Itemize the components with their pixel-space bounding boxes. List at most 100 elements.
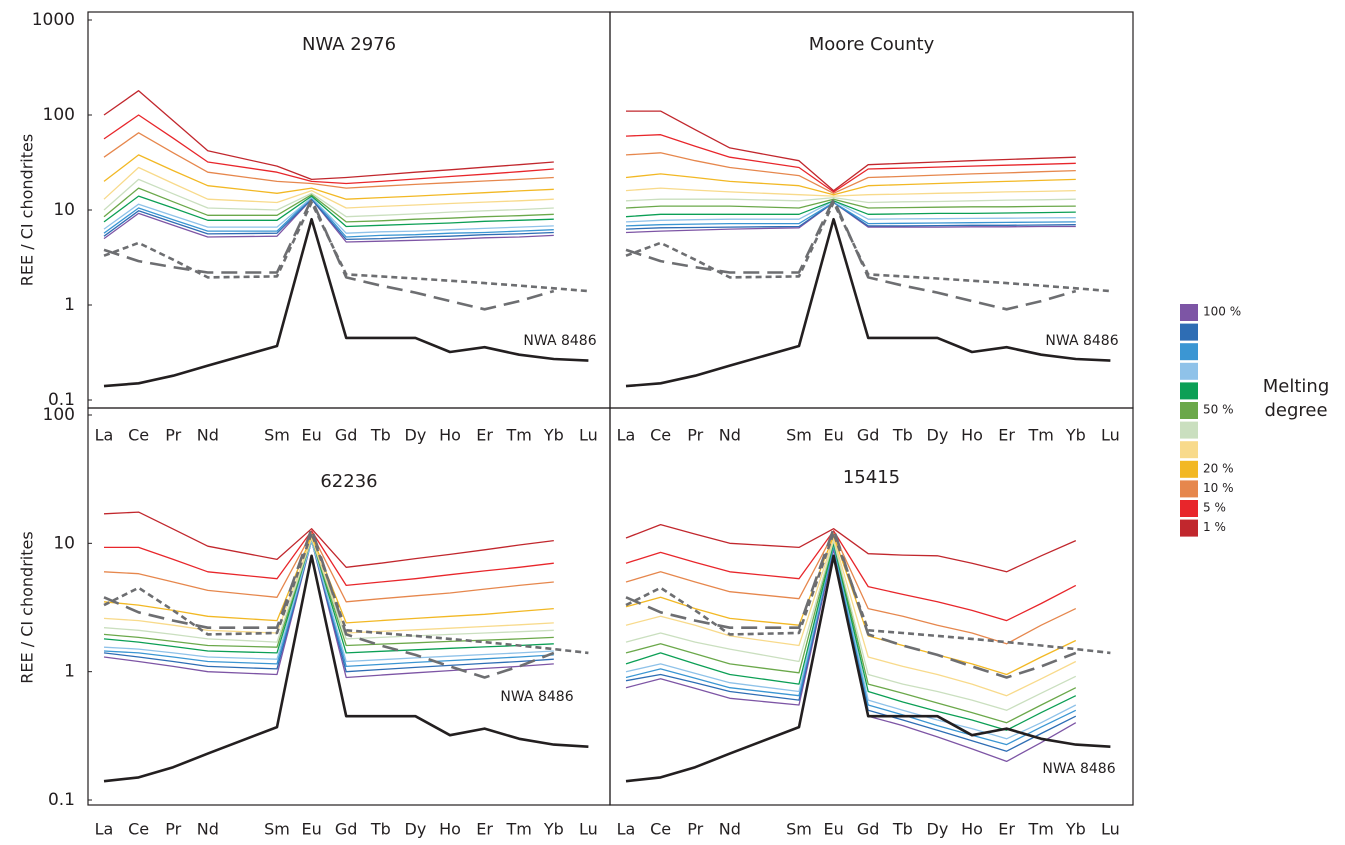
melt-line bbox=[103, 132, 554, 189]
x-tick-label: Lu bbox=[1101, 426, 1120, 445]
melt-line bbox=[103, 539, 554, 673]
x-tick-label: Ho bbox=[961, 820, 983, 839]
x-tick-label: Ho bbox=[439, 426, 461, 445]
legend-title-line: degree bbox=[1264, 400, 1327, 421]
melt-line bbox=[625, 187, 1076, 197]
x-tick-label: Gd bbox=[335, 426, 358, 445]
x-tick-label: Dy bbox=[405, 820, 427, 839]
dashed-line bbox=[103, 197, 555, 311]
x-tick-label: Er bbox=[476, 820, 493, 839]
dashed-line bbox=[625, 197, 1077, 311]
x-tick-label: Ce bbox=[128, 426, 149, 445]
line-annotation: NWA 8486 bbox=[500, 689, 573, 705]
x-tick-label: Sm bbox=[264, 820, 290, 839]
legend-label: 5 % bbox=[1203, 501, 1226, 515]
reference-line bbox=[625, 554, 1111, 783]
legend-label: 10 % bbox=[1203, 481, 1234, 495]
melt-line bbox=[103, 539, 554, 679]
x-tick-label: Ho bbox=[961, 426, 983, 445]
melt-line bbox=[625, 539, 1077, 711]
x-tick-label: La bbox=[617, 426, 636, 445]
x-tick-label: Yb bbox=[543, 820, 564, 839]
legend-swatch bbox=[1180, 402, 1198, 419]
melt-line bbox=[625, 200, 1076, 218]
chart-title: Moore County bbox=[809, 34, 935, 55]
x-tick-label: Eu bbox=[301, 426, 321, 445]
y-tick-label: 0.1 bbox=[48, 790, 75, 810]
x-tick-label: Tm bbox=[506, 820, 532, 839]
melt-line bbox=[625, 539, 1077, 724]
legend-swatch bbox=[1180, 460, 1198, 478]
x-tick-label: Er bbox=[998, 820, 1015, 839]
melt-line bbox=[625, 523, 1077, 573]
legend-label: 100 % bbox=[1203, 305, 1241, 319]
x-tick-label: Ce bbox=[128, 820, 149, 839]
chart-title: NWA 2976 bbox=[302, 34, 396, 55]
legend-swatch bbox=[1180, 343, 1198, 361]
legend-title-line: Melting bbox=[1263, 376, 1330, 397]
x-tick-label: Pr bbox=[165, 426, 181, 445]
melt-line bbox=[626, 110, 1076, 192]
x-tick-label: Sm bbox=[786, 820, 812, 839]
melt-line bbox=[625, 152, 1076, 194]
melt-line bbox=[625, 537, 1077, 697]
x-tick-label: Dy bbox=[927, 820, 949, 839]
x-tick-label: Nd bbox=[197, 820, 219, 839]
melt-line bbox=[103, 154, 554, 200]
melt-line bbox=[103, 114, 554, 185]
legend-swatch bbox=[1180, 480, 1198, 498]
dashed-line bbox=[103, 527, 555, 679]
melt-line bbox=[103, 537, 554, 643]
x-tick-label: Yb bbox=[1065, 426, 1086, 445]
x-tick-label: Tb bbox=[370, 820, 391, 839]
x-tick-label: Eu bbox=[823, 820, 843, 839]
melt-line bbox=[103, 90, 554, 181]
legend-label: 1 % bbox=[1203, 520, 1226, 534]
melt-line bbox=[103, 196, 554, 238]
melt-line bbox=[103, 166, 554, 209]
x-tick-label: Lu bbox=[1101, 820, 1120, 839]
y-tick-label: 1000 bbox=[32, 10, 75, 30]
melt-line bbox=[103, 532, 554, 603]
melt-line bbox=[625, 532, 1077, 645]
melt-line bbox=[103, 196, 554, 234]
melt-line bbox=[625, 201, 1076, 227]
x-tick-label: Pr bbox=[687, 426, 703, 445]
reference-line bbox=[625, 217, 1111, 388]
melt-line bbox=[625, 201, 1076, 234]
y-tick-label: 0.1 bbox=[48, 390, 75, 410]
legend-label: 20 % bbox=[1203, 461, 1234, 475]
melt-line bbox=[103, 537, 554, 648]
legend-swatch bbox=[1180, 441, 1198, 459]
y-tick-label: 10 bbox=[53, 533, 75, 553]
melt-line bbox=[625, 200, 1076, 223]
legend-swatch bbox=[1180, 382, 1198, 400]
x-tick-label: Tm bbox=[1028, 820, 1054, 839]
melt-line bbox=[103, 511, 554, 568]
melt-line bbox=[625, 173, 1076, 196]
x-tick-label: Dy bbox=[405, 426, 427, 445]
x-tick-label: Tm bbox=[506, 426, 532, 445]
legend-label: 50 % bbox=[1203, 403, 1234, 417]
x-tick-label: Ho bbox=[439, 820, 461, 839]
dashed-line bbox=[625, 201, 1111, 293]
melt-line bbox=[103, 178, 554, 218]
melt-line bbox=[103, 539, 554, 663]
x-tick-label: Nd bbox=[197, 426, 219, 445]
x-tick-label: Sm bbox=[786, 426, 812, 445]
y-axis-label: REE / CI chondrites bbox=[18, 134, 37, 286]
y-tick-label: 100 bbox=[43, 105, 75, 125]
x-tick-label: Tb bbox=[892, 426, 913, 445]
chart-title: 15415 bbox=[843, 467, 900, 488]
melt-line bbox=[625, 542, 1077, 740]
line-annotation: NWA 8486 bbox=[523, 333, 596, 349]
x-tick-label: Lu bbox=[579, 426, 598, 445]
melt-line bbox=[625, 196, 1076, 204]
legend-swatch bbox=[1180, 323, 1198, 341]
reference-line bbox=[103, 554, 589, 783]
dashed-line bbox=[103, 201, 589, 293]
melt-line bbox=[103, 198, 554, 241]
x-tick-label: Tb bbox=[892, 820, 913, 839]
x-tick-label: Pr bbox=[687, 820, 703, 839]
legend-swatch bbox=[1180, 519, 1198, 537]
